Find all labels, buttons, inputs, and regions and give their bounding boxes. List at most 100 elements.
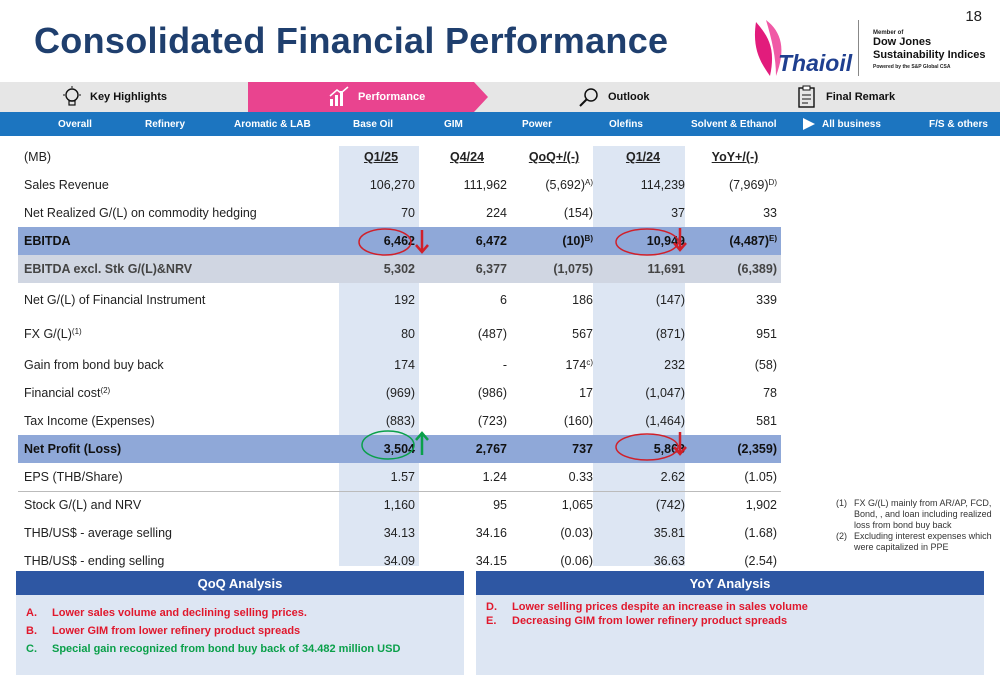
table-cell: 70 <box>401 206 415 220</box>
table-cell: (883) <box>385 414 415 428</box>
row-label: Gain from bond buy back <box>24 358 164 372</box>
qoq-item: C. Special gain recognized from bond buy … <box>26 643 401 655</box>
table-cell: 17 <box>579 386 593 400</box>
tab-key-highlights[interactable]: Key Highlights <box>62 82 167 112</box>
table-cell: 0.33 <box>568 469 593 484</box>
table-cell: (487) <box>477 327 507 341</box>
subnav-all-business-label: All business <box>822 118 881 130</box>
table-cell: 34.09 <box>383 554 415 568</box>
table-cell: (969) <box>385 386 415 400</box>
table-row: FX G/(L)(1) 80 (487) 567 (871) 951 <box>18 317 781 351</box>
table-cell: 6,377 <box>423 255 511 283</box>
row-label: Net Profit (Loss) <box>18 435 343 463</box>
section-tabs: Key Highlights Performance Outlook Final… <box>0 82 1000 112</box>
table-row: EBITDA 6,462 6,472 (10)B) 10,949 (4,487)E) <box>18 227 781 255</box>
dj-powered: Powered by the S&P Global CSA <box>873 64 951 70</box>
table-cell: 5,302 <box>343 255 423 283</box>
table-cell: (0.03) <box>560 526 593 540</box>
tab-outlook-label: Outlook <box>608 91 650 103</box>
subnav-gim[interactable]: GIM <box>444 118 463 130</box>
table-cell: 224 <box>486 206 507 220</box>
table-cell: 35.81 <box>653 526 685 540</box>
column-header: QoQ+/(-) <box>528 150 580 164</box>
table-row: EBITDA excl. Stk G/(L)&NRV 5,302 6,377 (1,0… <box>18 255 781 283</box>
column-header: Q1/24 <box>625 150 661 164</box>
table-cell: (1,464) <box>645 414 685 428</box>
table-cell: 78 <box>763 386 777 400</box>
row-label: Net G/(L) of Financial Instrument <box>24 293 206 307</box>
table-cell: 111,962 <box>463 178 507 192</box>
thaioil-flame-icon <box>754 20 782 76</box>
table-cell: (58) <box>754 358 777 372</box>
subnav-base-oil[interactable]: Base Oil <box>353 118 394 130</box>
play-arrow-icon <box>803 118 815 130</box>
table-cell: - <box>502 358 507 372</box>
qoq-title: QoQ Analysis <box>16 571 464 595</box>
table-row: THB/US$ - average selling 34.13 34.16 (0.03… <box>18 519 781 547</box>
table-cell: (2.54) <box>744 554 777 568</box>
table-cell: 6,462 <box>343 227 423 255</box>
table-cell: 114,239 <box>640 178 685 192</box>
subnav-refinery[interactable]: Refinery <box>145 118 186 130</box>
table-cell: 10,949 <box>597 227 689 255</box>
table-header-row: (MB) Q1/25 Q4/24 QoQ+/(-) Q1/24 YoY+/(-) <box>18 143 781 171</box>
table-cell: (1.68) <box>744 526 777 540</box>
table-cell: 186 <box>572 293 593 307</box>
table-cell: (7,969)D) <box>728 178 777 192</box>
table-cell: (160) <box>563 414 593 428</box>
subnav-power[interactable]: Power <box>522 118 553 130</box>
table-cell: 6,472 <box>423 227 511 255</box>
performance-tab-bg <box>248 82 488 112</box>
lightbulb-icon <box>63 86 81 106</box>
column-header: YoY+/(-) <box>711 150 759 164</box>
financial-table: (MB) Q1/25 Q4/24 QoQ+/(-) Q1/24 YoY+/(-) Sales… <box>18 143 781 575</box>
footnotes: (1) FX G/(L) mainly from AR/AP, FCD, Bond… <box>836 498 1000 553</box>
table-cell: 3,504 <box>343 435 423 463</box>
row-label: Tax Income (Expenses) <box>24 414 155 428</box>
table-cell: 232 <box>664 358 685 372</box>
tab-performance[interactable]: Performance <box>248 82 488 112</box>
table-cell: (0.06) <box>560 554 593 568</box>
subnav-overall[interactable]: Overall <box>58 118 92 130</box>
table-row: Net Profit (Loss) 3,504 2,767 737 5,863 (2,35… <box>18 435 781 463</box>
table-cell: 1,065 <box>511 490 597 519</box>
table-cell: 36.63 <box>653 554 685 568</box>
qoq-item: B. Lower GIM from lower refinery product … <box>26 625 301 637</box>
row-label: Net Realized G/(L) on commodity hedging <box>24 206 257 220</box>
logo-text: Thaioil <box>778 50 853 76</box>
table-cell: 174 <box>394 358 415 372</box>
row-label: EBITDA <box>18 227 343 255</box>
thaioil-logo: Thaioil <box>740 18 860 80</box>
table-cell: (2,359) <box>689 435 781 463</box>
table-cell: (147) <box>655 293 685 307</box>
page-title: Consolidated Financial Performance <box>34 20 669 61</box>
qoq-analysis-box: QoQ Analysis A. Lower sales volume and de… <box>16 571 464 675</box>
table-cell: 567 <box>572 327 593 341</box>
table-row: THB/US$ - ending selling 34.09 34.15 (0.06)… <box>18 547 781 575</box>
tab-final-remark[interactable]: Final Remark <box>796 82 895 112</box>
table-cell: (154) <box>563 206 593 220</box>
yoy-item: E. Decreasing GIM from lower refinery pro… <box>486 615 788 627</box>
dj-name2: Sustainability Indices <box>873 49 986 61</box>
table-cell: 1,160 <box>343 490 423 519</box>
table-cell: (1,047) <box>645 386 685 400</box>
tab-outlook[interactable]: Outlook <box>578 82 650 112</box>
row-label: THB/US$ - ending selling <box>24 554 165 568</box>
table-row: Net Realized G/(L) on commodity hedging 7… <box>18 199 781 227</box>
table-cell: (10)B) <box>511 227 597 255</box>
tab-performance-label: Performance <box>358 91 426 103</box>
subnav-solvent[interactable]: Solvent & Ethanol <box>691 118 777 130</box>
table-cell: 106,270 <box>369 178 415 192</box>
tab-key-highlights-label: Key Highlights <box>90 91 168 103</box>
subnav-aromatic[interactable]: Aromatic & LAB <box>234 118 311 130</box>
magnifier-icon <box>579 88 598 107</box>
table-cell: 34.15 <box>475 554 507 568</box>
bar-chart-icon <box>329 86 349 106</box>
table-cell: 339 <box>756 293 777 307</box>
table-cell: 11,691 <box>597 255 689 283</box>
subnav-all-business[interactable]: All business <box>802 112 881 136</box>
subnav-olefins[interactable]: Olefins <box>609 118 643 130</box>
subnav-fs-others[interactable]: F/S & others <box>929 118 988 130</box>
table-cell: (742) <box>597 490 689 519</box>
